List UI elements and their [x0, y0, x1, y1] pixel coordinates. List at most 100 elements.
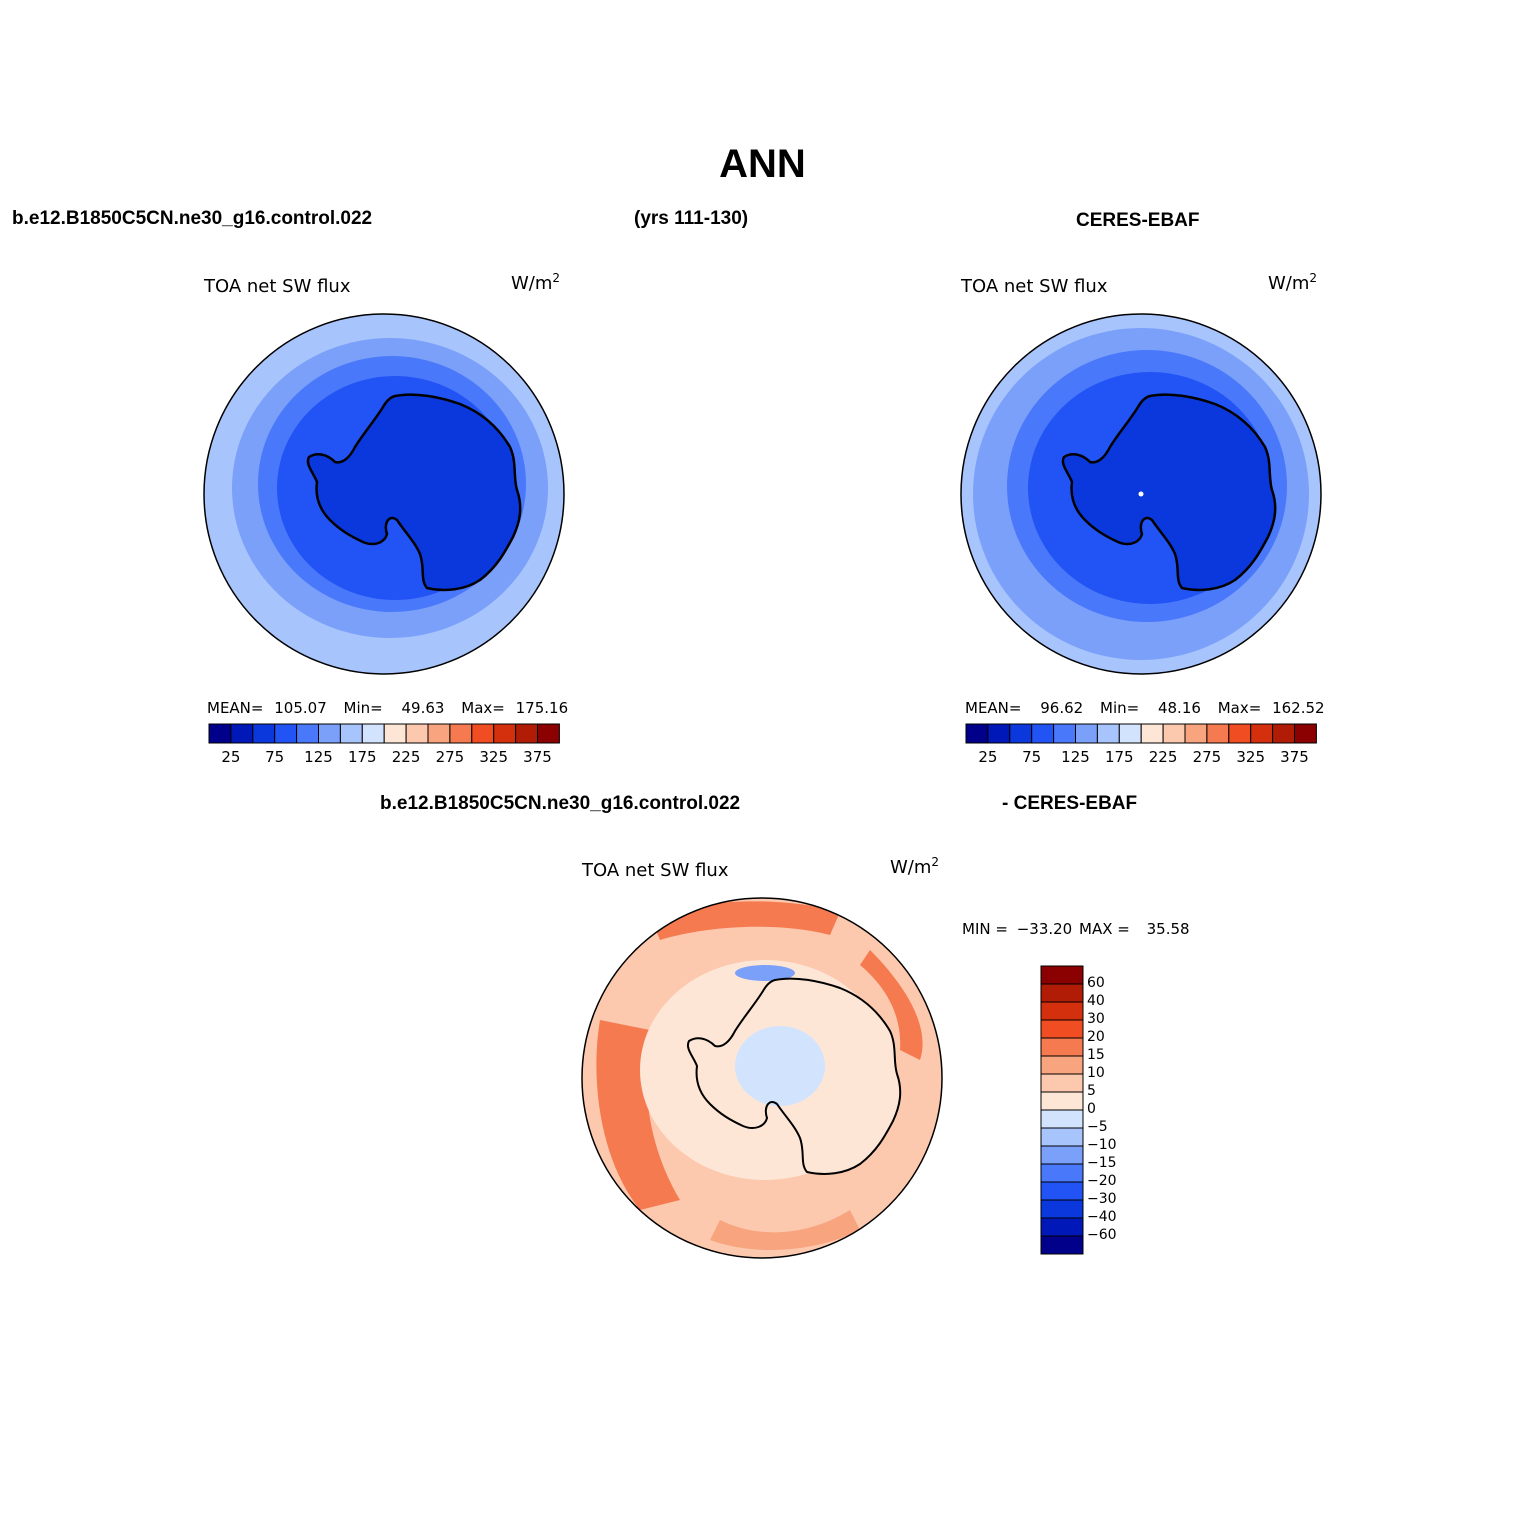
obs-colorbar-cell	[1009, 723, 1033, 744]
obs-colorbar-cell	[1228, 723, 1252, 744]
diff-model-label: b.e12.B1850C5CN.ne30_g16.control.022	[380, 793, 741, 814]
model-panel-title: TOA net SW flux	[204, 276, 351, 297]
model-colorbar-cell	[252, 723, 276, 744]
diff-min-label: MIN =	[962, 920, 1008, 938]
model-colorbar-cell	[230, 723, 254, 744]
diff-colorbar-tick-label: 15	[1087, 1047, 1105, 1063]
model-colorbar-cell	[515, 723, 538, 744]
model-colorbar-tick-label: 175	[347, 748, 377, 766]
obs-colorbar-cell	[1031, 723, 1055, 744]
obs-colorbar-cell	[1294, 723, 1317, 744]
model-panel-units: W/m2	[511, 271, 560, 294]
diff-max-label: MAX =	[1079, 920, 1130, 938]
diff-colorbar-cell	[1040, 1235, 1084, 1255]
diff-map-blue-patch	[735, 965, 795, 981]
model-colorbar-tick-label: 25	[221, 748, 241, 766]
obs-colorbar-tick-label: 325	[1236, 748, 1265, 766]
diff-stats: MIN = −33.20 MAX = 35.58	[962, 920, 1190, 938]
obs-colorbar-tick-label: 125	[1061, 748, 1090, 766]
obs-colorbar-tick-label: 275	[1192, 748, 1222, 766]
obs-colorbar-cell	[1053, 723, 1076, 744]
model-colorbar-tick-label: 375	[523, 748, 552, 766]
main-title: ANN	[719, 142, 806, 186]
model-colorbar-cell	[427, 723, 451, 744]
model-colorbar	[208, 723, 560, 744]
obs-colorbar-tick-label: 375	[1280, 748, 1309, 766]
model-min-label: Min=	[343, 699, 383, 717]
obs-mean-value: 96.62	[1040, 699, 1084, 717]
obs-colorbar-tick-label: 225	[1148, 748, 1178, 766]
model-colorbar-cell	[537, 723, 560, 744]
diff-colorbar-cell	[1040, 1037, 1084, 1057]
model-colorbar-cell	[449, 723, 473, 744]
model-colorbar-cell	[493, 723, 517, 744]
model-min-value: 49.63	[401, 699, 445, 717]
diff-colorbar-tick-label: 60	[1087, 975, 1105, 991]
obs-map-border	[960, 313, 1322, 675]
diff-colorbar-cell	[1040, 1217, 1084, 1237]
model-colorbar-tick-label: 225	[391, 748, 421, 766]
model-colorbar-tick-label: 75	[265, 748, 285, 766]
model-max-value: 175.16	[515, 699, 569, 717]
obs-colorbar-cell	[1096, 723, 1120, 744]
diff-colorbar-cell	[1040, 965, 1084, 985]
years-label: (yrs 111-130)	[634, 208, 749, 229]
diff-colorbar-tick-label: 30	[1087, 1011, 1105, 1027]
diff-colorbar-tick-label: −30	[1087, 1191, 1117, 1207]
diff-colorbar-cell	[1040, 1145, 1084, 1165]
obs-max-label: Max=	[1217, 699, 1262, 717]
diff-colorbar-tick-label: −60	[1087, 1227, 1117, 1243]
diff-map-warm-north	[650, 901, 840, 940]
diff-colorbar-tick-label: −40	[1087, 1209, 1117, 1225]
diff-colorbar-cell	[1040, 1109, 1084, 1129]
obs-stats: MEAN= 96.62 Min= 48.16 Max= 162.52	[965, 699, 1325, 717]
model-colorbar-cell	[361, 723, 385, 744]
diff-colorbar-cell	[1040, 983, 1084, 1003]
diff-colorbar-cell	[1040, 1001, 1084, 1021]
model-map	[204, 314, 564, 674]
obs-pole-marker	[1138, 491, 1144, 497]
model-units-base: W/m	[511, 273, 553, 294]
model-max-label: Max=	[461, 699, 505, 717]
model-case-label: b.e12.B1850C5CN.ne30_g16.control.022	[12, 208, 373, 229]
model-colorbar-tick-label: 125	[304, 748, 333, 766]
model-colorbar-tick-label: 325	[479, 748, 508, 766]
obs-colorbar-cell	[1184, 723, 1208, 744]
diff-colorbar-tick-label: −5	[1087, 1119, 1108, 1135]
model-mean-value: 105.07	[274, 699, 327, 717]
obs-colorbar-cell	[1162, 723, 1186, 744]
obs-units-base: W/m	[1268, 273, 1310, 294]
obs-colorbar-cell	[965, 723, 989, 744]
diff-colorbar-tick-label: 10	[1087, 1065, 1105, 1081]
obs-map	[961, 314, 1321, 674]
diff-units-base: W/m	[890, 857, 932, 878]
obs-colorbar-tick-label: 75	[1022, 748, 1042, 766]
diff-map-border	[581, 897, 943, 1259]
diff-colorbar-tick-label: 0	[1087, 1101, 1096, 1117]
obs-colorbar-cell	[1075, 723, 1098, 744]
obs-colorbar-tick-label: 175	[1104, 748, 1134, 766]
model-stats: MEAN= 105.07 Min= 49.63 Max= 175.16	[207, 699, 568, 717]
obs-colorbar-cell	[1118, 723, 1142, 744]
model-colorbar-cell	[383, 723, 407, 744]
model-colorbar-cell	[274, 723, 298, 744]
model-colorbar-cell	[339, 723, 363, 744]
diff-panel-units: W/m2	[890, 855, 939, 878]
diff-map-cool-center	[735, 1026, 825, 1106]
diff-units-exp: 2	[931, 855, 940, 869]
obs-colorbar	[965, 723, 1317, 744]
model-units-exp: 2	[552, 271, 561, 285]
diff-colorbar-cell	[1040, 1055, 1084, 1075]
obs-min-value: 48.16	[1157, 699, 1201, 717]
obs-dataset-label: CERES-EBAF	[1076, 210, 1200, 231]
model-mean-label: MEAN=	[207, 699, 264, 717]
diff-colorbar	[1040, 965, 1084, 1255]
diff-colorbar-tick-label: −10	[1087, 1137, 1117, 1153]
diff-colorbar-cell	[1040, 1163, 1084, 1183]
diff-colorbar-tick-label: −15	[1087, 1155, 1117, 1171]
obs-colorbar-cell	[1272, 723, 1295, 744]
diff-colorbar-tick-label: 5	[1087, 1083, 1096, 1099]
obs-mean-label: MEAN=	[965, 699, 1022, 717]
obs-colorbar-cell	[1206, 723, 1230, 744]
obs-colorbar-cell	[987, 723, 1011, 744]
